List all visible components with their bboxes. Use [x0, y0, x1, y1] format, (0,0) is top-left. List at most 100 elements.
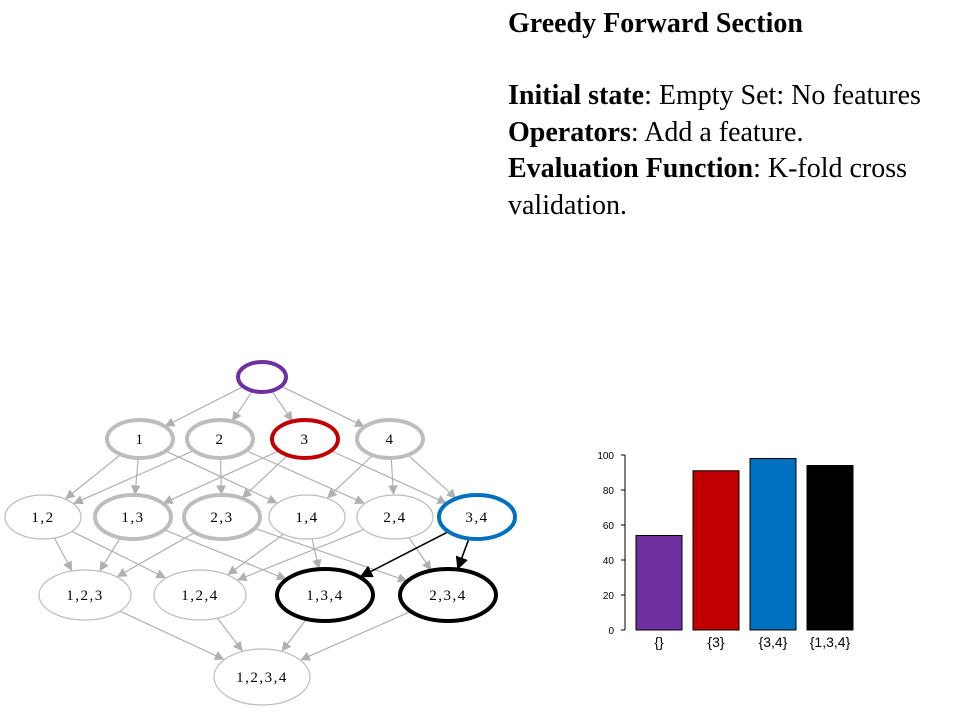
- node-label: 1,3: [121, 510, 144, 526]
- operators-line: Operators: Add a feature.: [508, 115, 960, 151]
- y-tick-label: 60: [603, 521, 615, 532]
- node-ellipse: [437, 493, 517, 541]
- bar-0: [635, 535, 683, 631]
- node-label: 1,2,3: [66, 588, 104, 604]
- node-label: 2,3: [210, 510, 233, 526]
- node-ellipse: [93, 493, 173, 541]
- node-label: 1,2,3,4: [236, 670, 288, 686]
- category-label: {}: [654, 634, 664, 650]
- edge-34-234: [455, 538, 470, 570]
- initial-state-line: Initial state: Empty Set: No features: [508, 78, 960, 114]
- edge-12-124: [71, 530, 167, 579]
- node-3: 3: [270, 418, 340, 460]
- lattice-nodes: 1 2 3 4 1,2 1,3 2,3 1,4 2,4 3,4 1,2,3 1,2,4 1,3,4 2,3…: [4, 360, 517, 706]
- node-123: 1,2,3: [38, 569, 132, 621]
- node-label: 2,3,4: [429, 588, 467, 604]
- y-tick-label: 0: [608, 626, 614, 637]
- edge-2-23: [216, 457, 226, 495]
- edge-134-1234: [281, 618, 308, 652]
- edge-2-12: [73, 449, 195, 505]
- chart-axes: 0 20 40 60 80 100: [597, 451, 626, 637]
- node-label: 4: [386, 432, 395, 448]
- node-124: 1,2,4: [153, 569, 247, 621]
- edge-14-124: [227, 533, 284, 575]
- edge-empty-3: [271, 390, 293, 422]
- node-ellipse: [270, 418, 340, 460]
- node-label: 1,4: [295, 510, 318, 526]
- initial-state-label: Initial state: [508, 80, 645, 112]
- lattice-edges: [53, 385, 470, 661]
- edge-1-12: [65, 453, 122, 500]
- node-label: 3: [301, 432, 310, 448]
- edge-4-34: [407, 454, 457, 499]
- node-ellipse: [275, 567, 375, 623]
- y-tick-label: 20: [603, 591, 615, 602]
- category-label: {3,4}: [759, 634, 788, 650]
- edge-empty-1: [164, 385, 244, 427]
- node-ellipse: [268, 494, 346, 540]
- node-12: 1,2: [4, 494, 82, 540]
- node-1234: 1,2,3,4: [213, 648, 311, 706]
- evaluation-function-text: : K-fold cross validation.: [508, 153, 908, 221]
- category-label: {1,3,4}: [810, 634, 851, 650]
- edge-234-1234: [300, 610, 412, 661]
- edge-13-123: [99, 537, 121, 572]
- node-label: 1,2: [31, 510, 54, 526]
- node-ellipse: [213, 648, 311, 706]
- y-tick-label: 80: [603, 486, 615, 497]
- node-234: 2,3,4: [398, 567, 498, 623]
- bar-2: [749, 458, 797, 631]
- node-label: 1,2,4: [181, 588, 219, 604]
- node-4: 4: [355, 418, 425, 460]
- node-ellipse: [236, 360, 288, 394]
- node-ellipse: [182, 493, 262, 541]
- bar-3: [806, 465, 854, 631]
- node-34: 3,4: [437, 493, 517, 541]
- y-tick-label: 100: [597, 451, 614, 462]
- operators-text: : Add a feature.: [630, 116, 804, 148]
- node-ellipse: [4, 494, 82, 540]
- node-ellipse: [185, 418, 255, 460]
- description-text: Greedy Forward Section Initial state: Em…: [508, 6, 960, 224]
- evaluation-function-label: Evaluation Function: [508, 153, 754, 185]
- initial-state-text: : Empty Set: No features: [644, 80, 921, 112]
- edge-24-124: [237, 528, 364, 582]
- edge-4-14: [326, 454, 374, 499]
- edge-3-13: [162, 450, 280, 504]
- node-134: 1,3,4: [275, 567, 375, 623]
- edge-124-1234: [217, 617, 243, 652]
- node-1: 1: [105, 418, 175, 460]
- edge-23-123: [116, 531, 196, 577]
- edge-3-23: [241, 454, 289, 499]
- node-ellipse: [153, 569, 247, 621]
- edge-3-34: [330, 450, 448, 504]
- node-ellipse: [355, 418, 425, 460]
- operators-label: Operators: [508, 116, 631, 148]
- edge-14-134: [311, 538, 322, 570]
- edge-4-24: [388, 457, 398, 495]
- chart-bars: [635, 458, 854, 631]
- edge-12-123: [53, 537, 73, 571]
- node-label: 2: [216, 432, 225, 448]
- node-label: 3,4: [465, 510, 488, 526]
- node-23: 2,3: [182, 493, 262, 541]
- edge-2-24: [245, 450, 365, 505]
- node-ellipse: [105, 418, 175, 460]
- node-label: 2,4: [383, 510, 406, 526]
- node-label: 1: [136, 432, 145, 448]
- node-label: 1,3,4: [306, 588, 344, 604]
- edge-empty-4: [280, 385, 365, 427]
- category-label: {3}: [707, 634, 724, 650]
- node-14: 1,4: [268, 494, 346, 540]
- node-24: 2,4: [356, 494, 434, 540]
- node-empty-set: [236, 360, 288, 394]
- node-ellipse: [398, 567, 498, 623]
- edge-24-234: [408, 537, 432, 571]
- evaluation-function-line: Evaluation Function: K-fold cross valida…: [508, 151, 960, 224]
- edge-empty-2: [232, 390, 254, 422]
- slide-title: Greedy Forward Section: [508, 8, 803, 39]
- chart-labels: {} {3} {3,4} {1,3,4}: [654, 634, 850, 650]
- bar-1: [692, 470, 740, 631]
